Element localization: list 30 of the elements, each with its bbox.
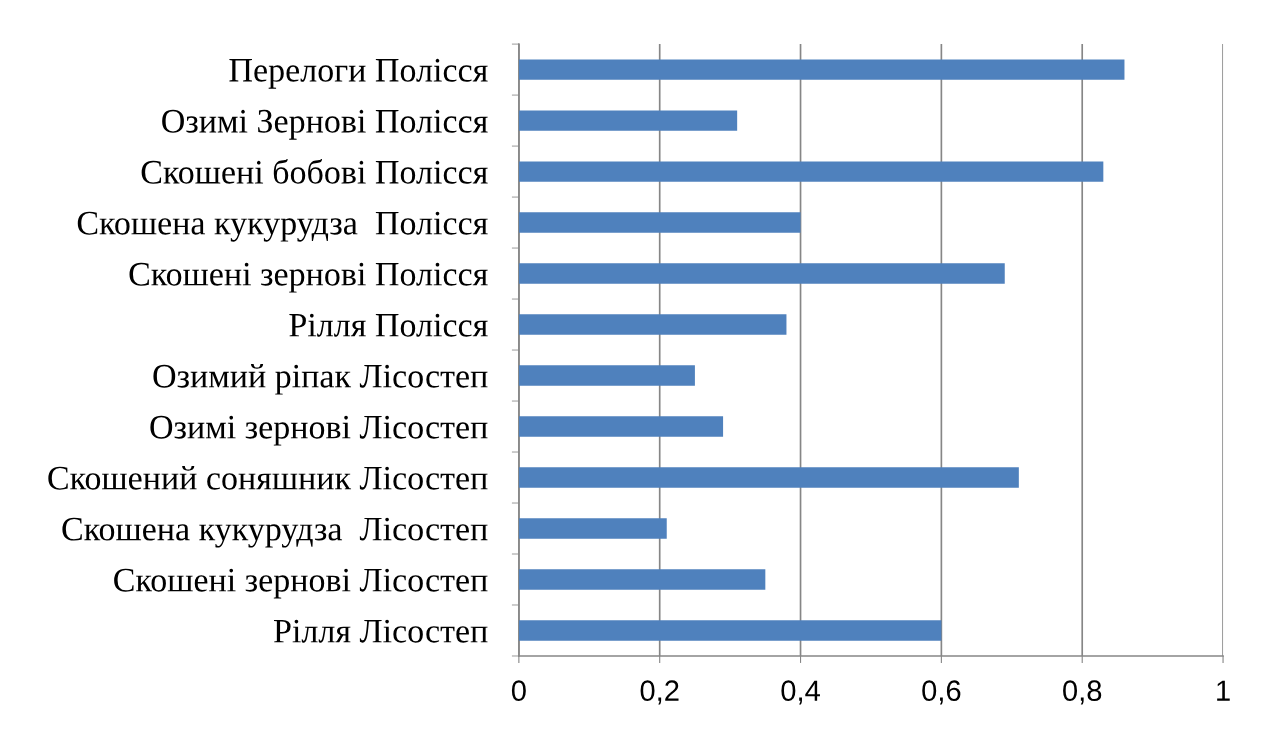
bar (518, 212, 801, 233)
x-tick-label: 1 (1217, 680, 1230, 701)
bar (518, 110, 738, 131)
y-tick-label: Скошені зернові Полісся (129, 262, 488, 293)
x-tick-label: 0,2 (640, 680, 679, 705)
x-tick-label: 0,4 (781, 680, 820, 705)
x-tick-label: 0 (511, 680, 526, 702)
bar (518, 59, 1125, 80)
y-tick-label: Скошена кукурудза Полісся (77, 211, 488, 242)
x-tick-label: 0,6 (922, 680, 961, 705)
y-tick-label: Скошені бобові Полісся (141, 159, 488, 184)
y-tick-label: Озимі Зернові Полісся (162, 109, 488, 140)
bar (518, 365, 695, 386)
y-tick-label: Скошений соняшник Лісостеп (48, 466, 488, 490)
y-tick-label: Рілля Полісся (289, 313, 488, 337)
bar (518, 314, 787, 335)
x-tick-label: 0,8 (1063, 680, 1102, 705)
bar (518, 620, 942, 641)
bar (518, 263, 1005, 284)
y-tick-label: Озимі зернові Лісостеп (150, 415, 488, 446)
y-tick-label: Рілля Лісостеп (274, 619, 488, 643)
bar (518, 518, 667, 539)
y-tick-label: Скошені зернові Лісостеп (114, 568, 488, 599)
bar (518, 416, 724, 437)
y-tick-label: Озимий ріпак Лісостеп (153, 364, 488, 395)
bar (518, 569, 766, 590)
y-tick-label: Перелоги Полісся (229, 58, 488, 89)
bar (518, 467, 1019, 488)
y-tick-label: Скошена кукурудза Лісостеп (62, 517, 488, 548)
bar (518, 161, 1104, 182)
